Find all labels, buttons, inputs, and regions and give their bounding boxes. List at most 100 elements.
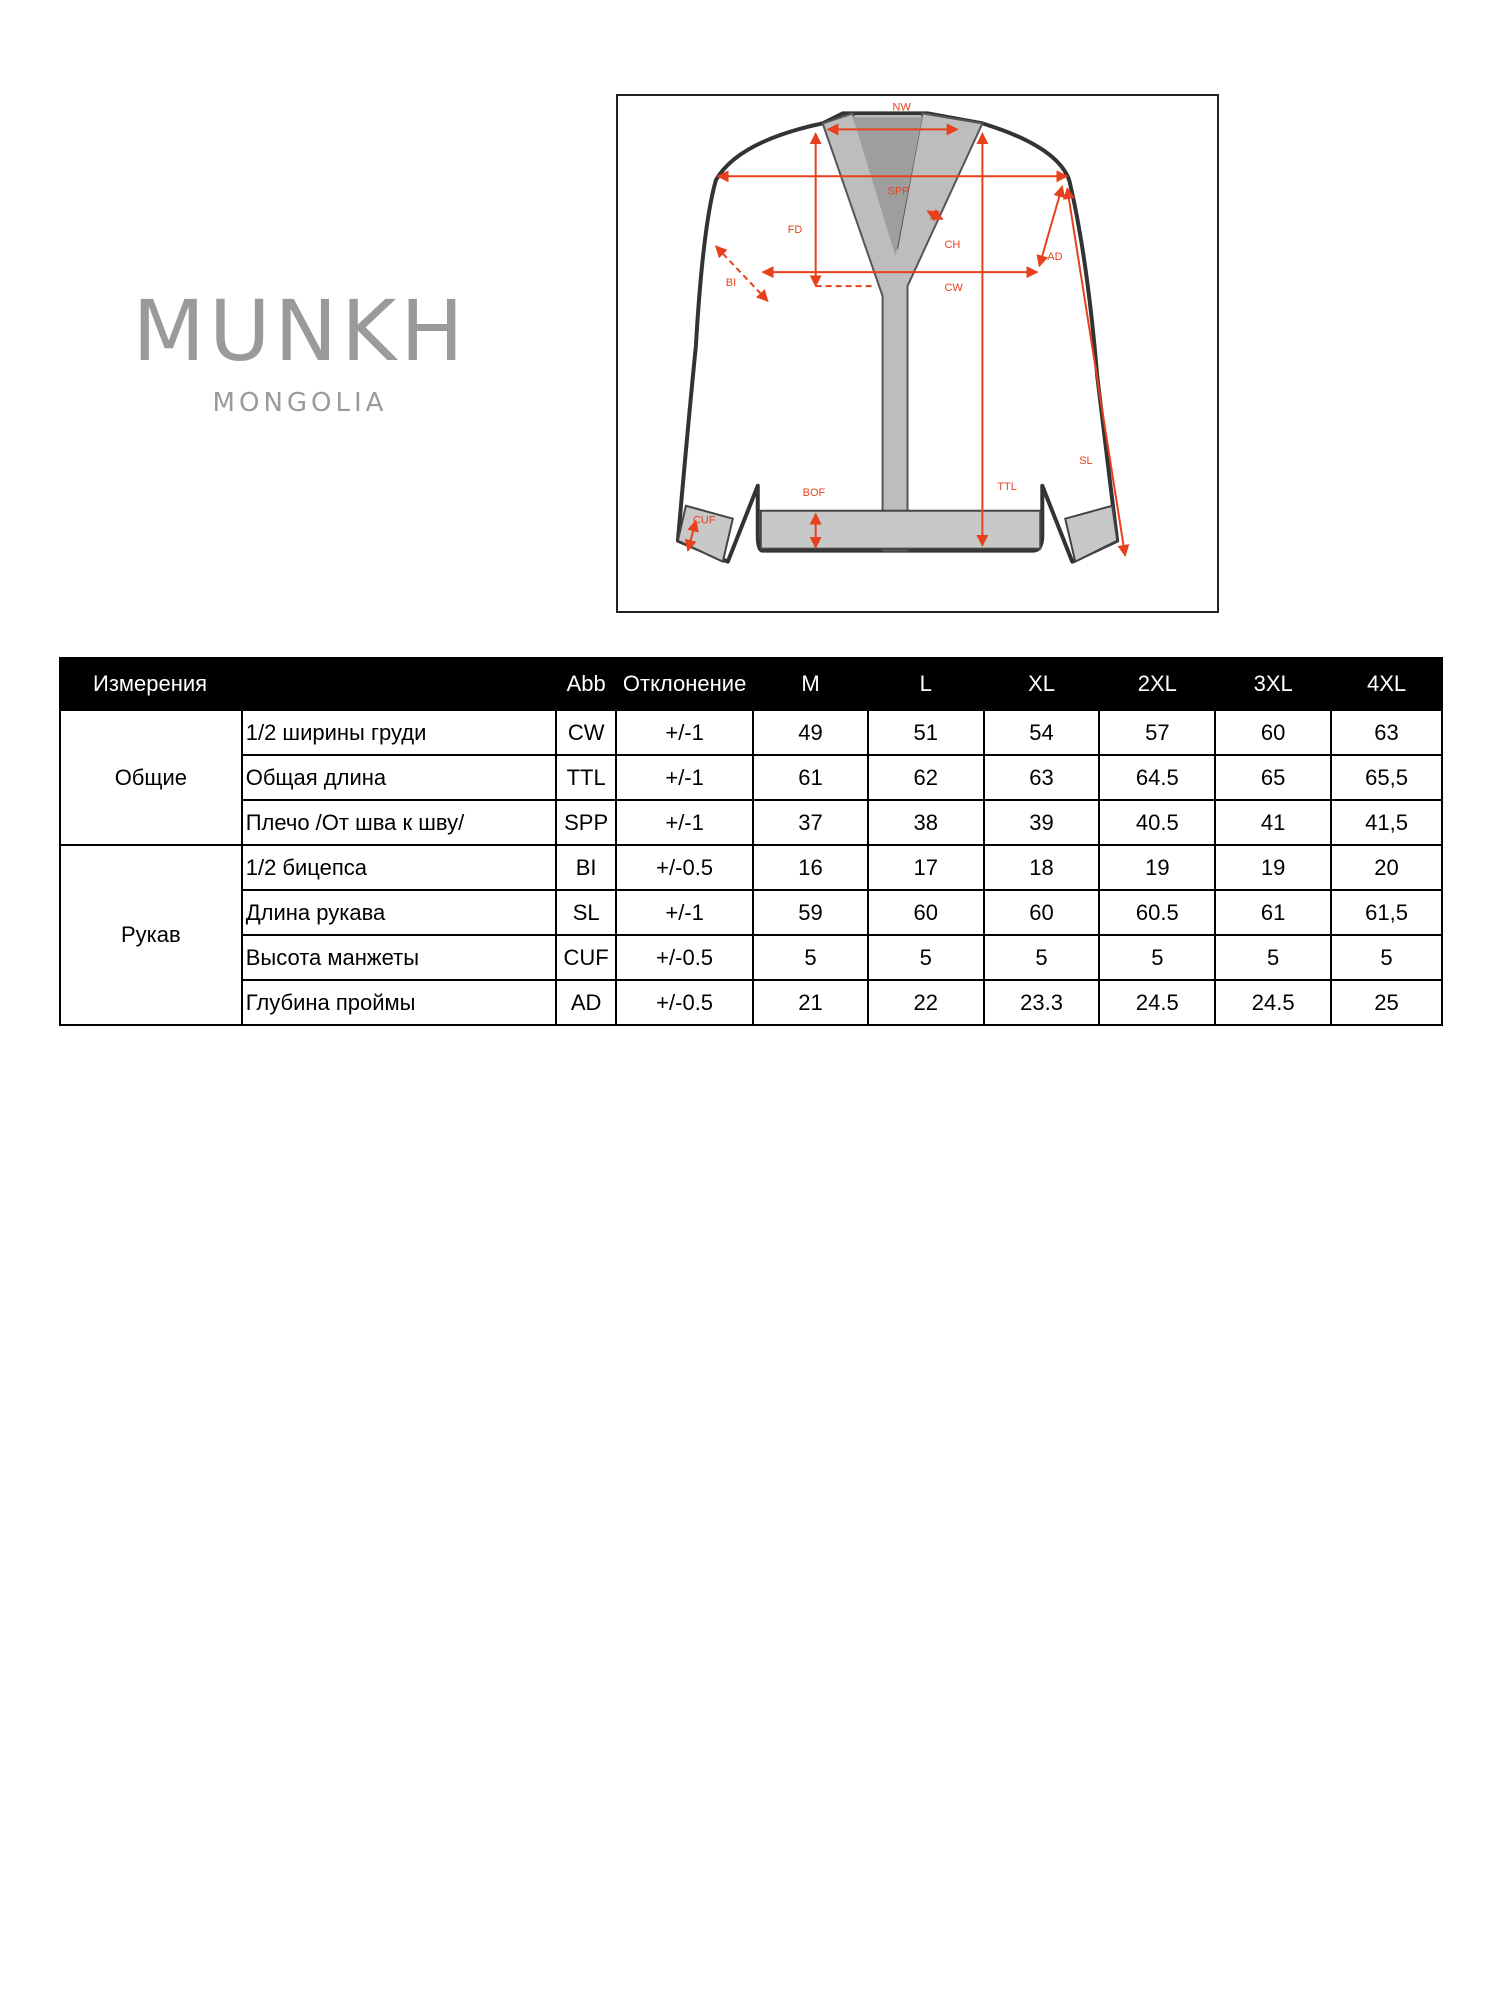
size-value: 5 [1214, 934, 1333, 981]
size-value: 62 [866, 754, 985, 801]
size-value: 57 [1098, 709, 1217, 756]
measurement-tolerance: +/-0.5 [615, 979, 755, 1026]
table-row: Общая длина TTL +/-1 61 62 63 64.5 65 65,5 [60, 754, 1443, 801]
size-value: 54 [982, 709, 1101, 756]
group-name: Рукав [59, 844, 243, 1026]
table-row: Высота манжеты CUF +/-0.5 5 5 5 5 5 5 [60, 934, 1443, 981]
measurement-tolerance: +/-0.5 [615, 934, 755, 981]
label-spp: SPP [888, 185, 910, 197]
logo-subtitle: MONGOLIA [212, 388, 388, 418]
size-value: 60 [982, 889, 1101, 936]
measurement-abb: CW [555, 709, 618, 756]
measurement-tolerance: +/-0.5 [615, 844, 755, 891]
measurement-name: Глубина проймы [240, 979, 558, 1026]
size-value: 16 [752, 844, 869, 891]
size-value: 41 [1214, 799, 1333, 846]
group-name: Общие [59, 709, 243, 846]
size-value: 22 [866, 979, 985, 1026]
size-value: 61 [1214, 889, 1333, 936]
table-row: Общие 1/2 ширины груди CW +/-1 49 51 54 57 60 63 [59, 709, 1443, 846]
measurement-tolerance: +/-1 [615, 754, 755, 801]
size-value: 17 [866, 844, 985, 891]
measurement-abb: CUF [555, 934, 618, 981]
size-value: 39 [982, 799, 1101, 846]
size-value: 5 [1330, 934, 1443, 981]
size-value: 49 [752, 709, 869, 756]
measurement-abb: AD [555, 979, 618, 1026]
measurement-abb: BI [555, 844, 618, 891]
size-value: 18 [982, 844, 1101, 891]
size-value: 64.5 [1098, 754, 1217, 801]
size-value: 59 [752, 889, 869, 936]
header-size-4xl: 4XL [1330, 657, 1443, 711]
size-value: 25 [1330, 979, 1443, 1026]
measurement-name: 1/2 ширины груди [240, 709, 558, 756]
logo-brand-name: MUNKH [132, 282, 468, 380]
size-value: 60.5 [1098, 889, 1217, 936]
label-sl: SL [1079, 455, 1092, 467]
size-value: 41,5 [1330, 799, 1443, 846]
label-cw: CW [944, 282, 963, 294]
bi-line [715, 245, 769, 302]
measurement-name: Длина рукава [240, 889, 558, 936]
header-abb: Abb [555, 657, 618, 711]
header-size-2xl: 2XL [1098, 657, 1217, 711]
cardigan-sketch: NW SPP FD CH AD BI CW SL TTL BOF CUF [675, 101, 1130, 564]
size-value: 19 [1214, 844, 1333, 891]
size-value: 63 [1330, 709, 1443, 756]
measurement-tolerance: +/-1 [615, 709, 755, 756]
size-value: 60 [866, 889, 985, 936]
size-value: 21 [752, 979, 869, 1026]
ch-line [926, 208, 944, 222]
size-value: 38 [866, 799, 985, 846]
table-row: Плечо /От шва к шву/SPP +/-1 37 38 39 40.5 41 4… [60, 799, 1443, 846]
label-ch: CH [944, 239, 960, 251]
header-size-l: L [866, 657, 985, 711]
header-size-xl: XL [982, 657, 1101, 711]
measurement-name: Общая длина [240, 754, 558, 801]
size-value: 63 [982, 754, 1101, 801]
label-bi: BI [726, 277, 736, 289]
label-ad: AD [1047, 251, 1062, 263]
size-value: 24.5 [1214, 979, 1333, 1026]
size-value: 51 [866, 709, 985, 756]
header-size-m: M [752, 657, 869, 711]
measurement-abb: SL [555, 889, 618, 936]
size-value: 61 [752, 754, 869, 801]
label-cuf: CUF [693, 515, 716, 527]
size-value: 60 [1214, 709, 1333, 756]
size-value: 23.3 [982, 979, 1101, 1026]
size-value: 65 [1214, 754, 1333, 801]
measurement-name: Высота манжеты [240, 934, 558, 981]
label-fd: FD [788, 224, 803, 236]
size-value: 20 [1330, 844, 1443, 891]
measurement-abb: SPP [555, 799, 618, 846]
measurement-name: 1/2 бицепса [240, 844, 558, 891]
label-ttl: TTL [997, 481, 1017, 493]
size-chart-table: Измерения Abb Отклонение M L XL 2XL 3XL … [58, 657, 1443, 1026]
table-row: Длина рукава SL +/-1 59 60 60 60.5 61 61,5 [60, 889, 1443, 936]
table-row: Рукав 1/2 бицепса BI +/-0.5 16 17 18 19 19 20 [59, 844, 1443, 1026]
brand-logo: MUNKH MONGOLIA [110, 286, 490, 418]
size-value: 19 [1098, 844, 1217, 891]
label-nw: NW [893, 101, 912, 113]
measurement-tolerance: +/-1 [615, 889, 755, 936]
ad-line [1036, 185, 1066, 268]
size-value: 61,5 [1330, 889, 1443, 936]
table-row: Глубина проймы AD +/-0.5 21 22 23.3 24.5 24.5 25 [60, 979, 1443, 1026]
cardigan-measurement-diagram: NW SPP FD CH AD BI CW SL TTL BOF CUF [616, 94, 1219, 613]
header-tolerance: Отклонение [615, 657, 755, 711]
size-value: 5 [1098, 934, 1217, 981]
size-value: 24.5 [1098, 979, 1217, 1026]
table-header-row: Измерения Abb Отклонение M L XL 2XL 3XL … [58, 657, 1443, 711]
sl-line [1063, 187, 1130, 557]
measurement-name: Плечо /От шва к шву/ [240, 799, 558, 846]
size-value: 5 [866, 934, 985, 981]
size-value: 37 [752, 799, 869, 846]
cuf-line [684, 519, 699, 552]
size-value: 40.5 [1098, 799, 1217, 846]
measurement-tolerance: +/-1 [615, 799, 755, 846]
size-value: 5 [982, 934, 1101, 981]
header-size-3xl: 3XL [1214, 657, 1333, 711]
measurement-abb: TTL [555, 754, 618, 801]
